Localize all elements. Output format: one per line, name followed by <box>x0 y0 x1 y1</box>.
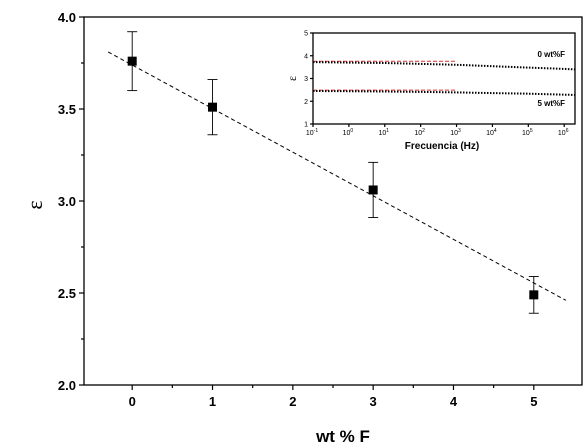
inset-annotation-0wt: 0 wt%F <box>537 50 565 59</box>
inset-frame <box>312 32 576 125</box>
inset-x-tick-label: 104 <box>486 128 497 137</box>
inset-y-tick-label: 3 <box>304 76 308 83</box>
x-tick-label: 0 <box>129 394 136 409</box>
data-point <box>127 56 137 66</box>
x-tick-label: 2 <box>289 394 296 409</box>
inset-plot: 10-1 100 101 102 103 104 105 106 1 2 3 4 5 Frecuencia… <box>285 31 576 152</box>
x-axis-title: wt % F <box>315 427 370 446</box>
y-tick-label: 3.0 <box>58 194 76 209</box>
inset-x-axis-title: Frecuencia (Hz) <box>405 141 479 152</box>
inset-y-tick-label: 1 <box>304 122 308 129</box>
inset-x-tick-label: 10-1 <box>306 128 318 137</box>
data-point <box>368 185 378 195</box>
x-tick-label: 3 <box>370 394 377 409</box>
inset-x-tick-label: 101 <box>378 128 389 137</box>
inset-x-tick-label: 105 <box>522 128 533 137</box>
inset-y-tick-label: 4 <box>304 53 308 60</box>
data-point <box>208 102 218 112</box>
main-plot: 0 1 2 3 4 5 2.0 2.5 3.0 3.5 4.0 wt % F ε <box>22 10 583 446</box>
y-tick-label: 4.0 <box>58 10 76 25</box>
y-tick-label: 2.5 <box>58 286 76 301</box>
inset-y-tick-label: 5 <box>304 31 308 38</box>
inset-series-0wt <box>312 61 576 71</box>
y-axis-title: ε <box>22 200 47 209</box>
inset-annotation-5wt: 5 wt%F <box>537 99 565 108</box>
fit-line <box>107 51 567 301</box>
inset-y-axis-title: ε <box>285 76 299 81</box>
data-point <box>529 290 539 300</box>
y-tick-label: 3.5 <box>58 102 76 117</box>
y-tick-label: 2.0 <box>58 378 76 393</box>
inset-x-tick-label: 103 <box>450 128 461 137</box>
inset-x-tick-label: 100 <box>343 128 354 137</box>
inset-x-tick-label: 102 <box>414 128 425 137</box>
inset-series-5wt <box>312 90 576 96</box>
inset-y-tick-label: 2 <box>304 99 308 106</box>
plot-frame <box>83 16 583 386</box>
x-tick-label: 4 <box>450 394 458 409</box>
x-tick-label: 5 <box>530 394 537 409</box>
inset-x-tick-label: 106 <box>558 128 569 137</box>
x-tick-label: 1 <box>209 394 216 409</box>
